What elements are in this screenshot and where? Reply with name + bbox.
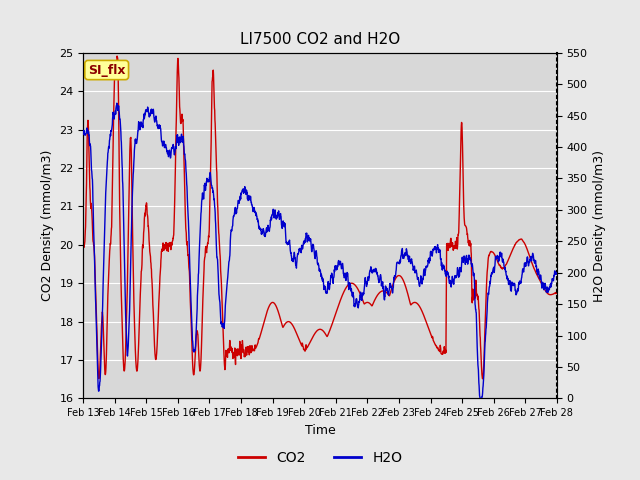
- Y-axis label: CO2 Density (mmol/m3): CO2 Density (mmol/m3): [41, 150, 54, 301]
- Title: LI7500 CO2 and H2O: LI7500 CO2 and H2O: [240, 33, 400, 48]
- Legend: CO2, H2O: CO2, H2O: [232, 445, 408, 471]
- Text: SI_flx: SI_flx: [88, 63, 125, 76]
- Y-axis label: H2O Density (mmol/m3): H2O Density (mmol/m3): [593, 150, 606, 301]
- X-axis label: Time: Time: [305, 424, 335, 437]
